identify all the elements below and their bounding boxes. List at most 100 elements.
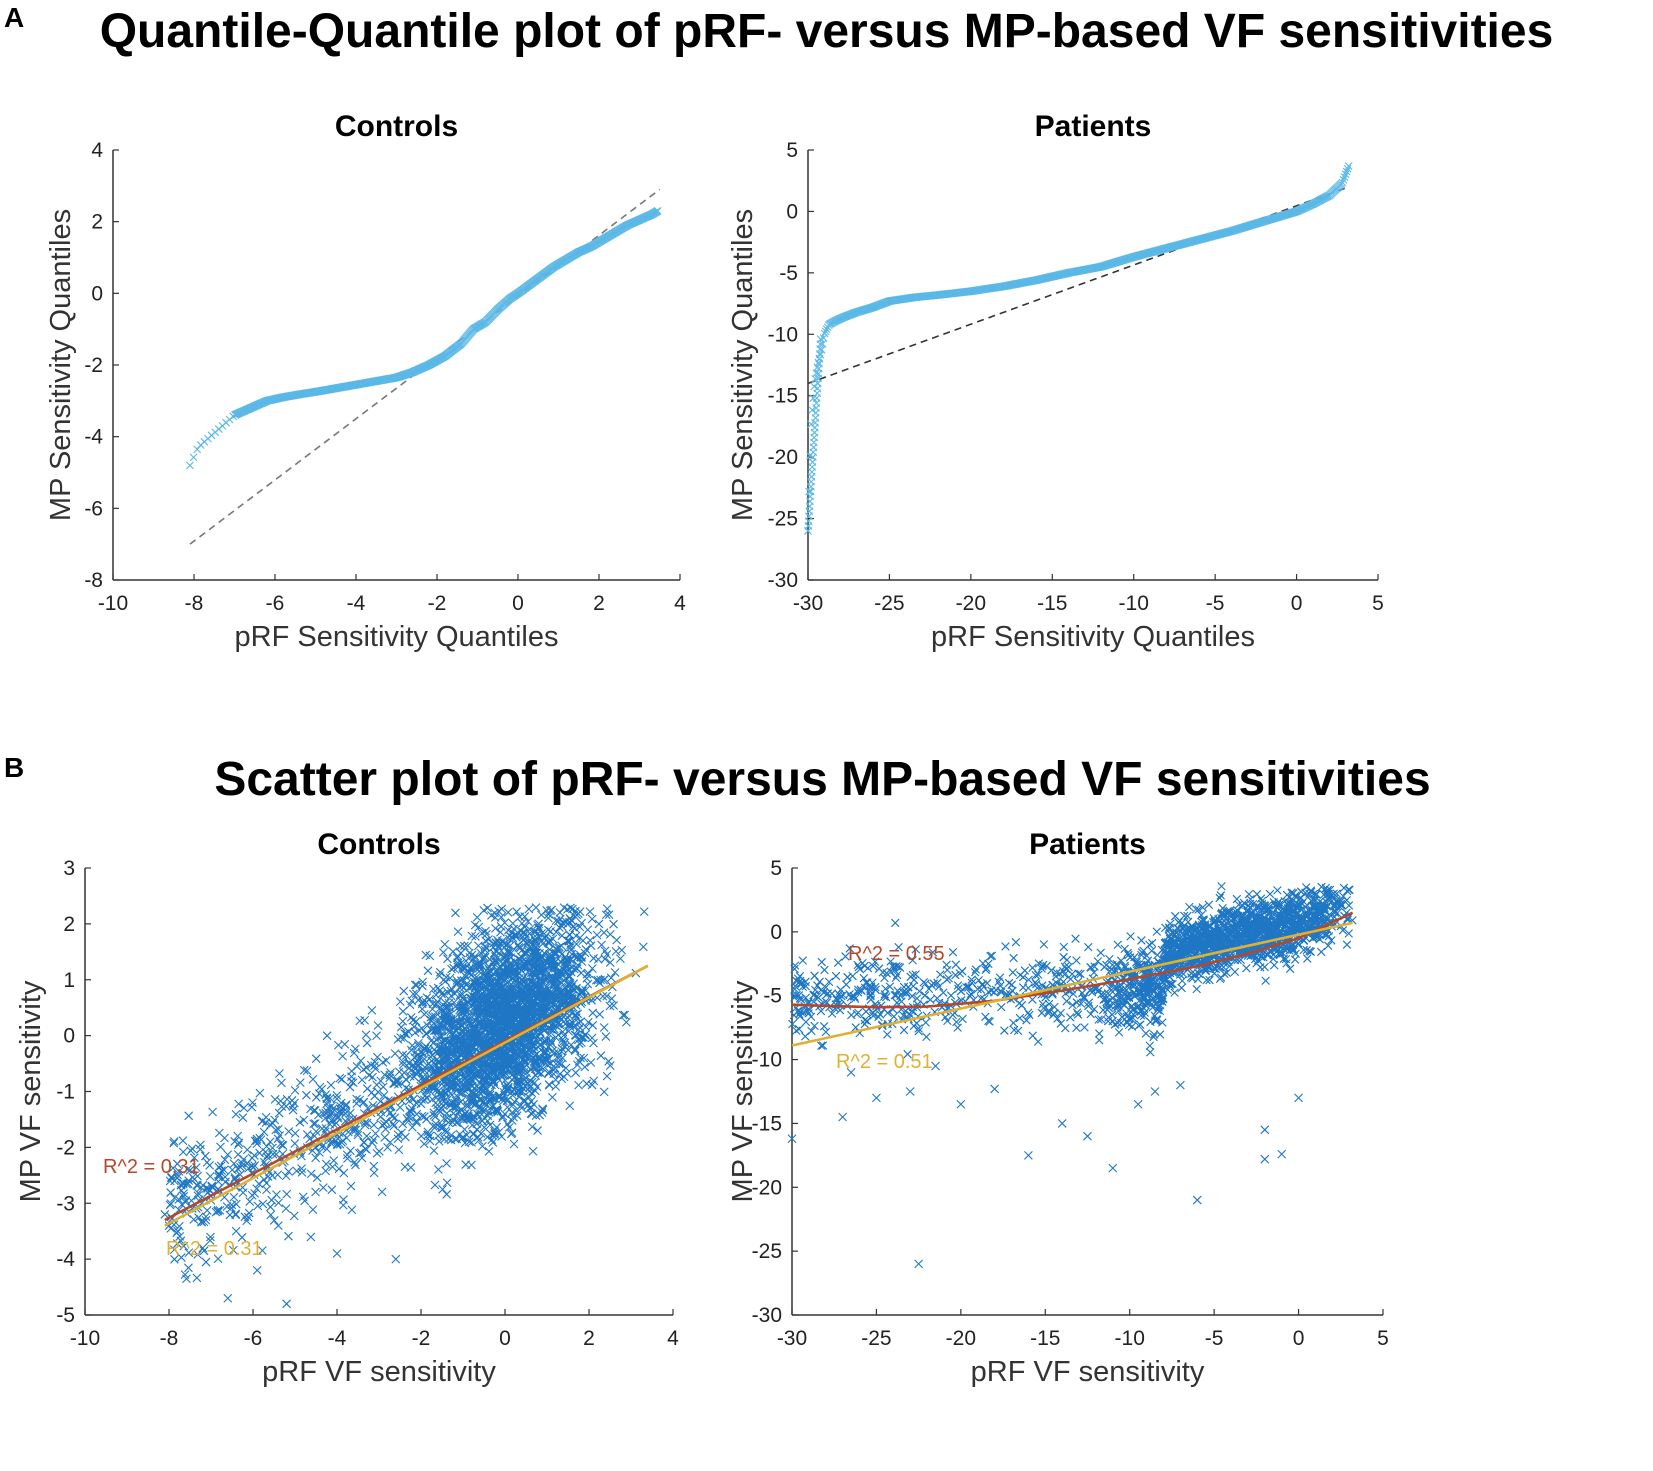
scatter-point bbox=[333, 1040, 343, 1050]
scatter-point bbox=[430, 1180, 440, 1190]
scatter-point bbox=[352, 1062, 362, 1071]
panel-b-letter: B bbox=[4, 752, 25, 783]
scatter-point bbox=[255, 1088, 265, 1098]
scatter-point bbox=[410, 980, 420, 990]
scatter-point bbox=[461, 1160, 471, 1169]
scatter-point bbox=[610, 968, 620, 977]
scatter-point bbox=[248, 1098, 257, 1107]
scatter-point bbox=[509, 1139, 519, 1149]
scatter-point bbox=[262, 1141, 272, 1151]
y-tick-label: 0 bbox=[770, 921, 782, 944]
y-tick-label: 2 bbox=[63, 913, 75, 936]
scatter-point bbox=[442, 1178, 452, 1188]
scatter-point bbox=[369, 1120, 379, 1130]
scatter-point bbox=[310, 1119, 320, 1128]
x-tick-label: 4 bbox=[667, 1327, 679, 1350]
scatter-point bbox=[567, 916, 577, 926]
scatter-point bbox=[273, 1221, 283, 1231]
panel-b-title: Scatter plot of pRF- versus MP-based VF … bbox=[214, 753, 1431, 806]
scatter-point bbox=[367, 1138, 377, 1148]
scatter-point bbox=[577, 918, 586, 928]
scatter-point bbox=[429, 1037, 439, 1047]
fit-annotation: R^2 = 0.31 bbox=[166, 1238, 263, 1260]
scatter-point bbox=[394, 1145, 404, 1155]
scatter-point bbox=[266, 1202, 275, 1212]
x-tick-label: -4 bbox=[347, 592, 366, 615]
scatter-point bbox=[369, 1168, 379, 1178]
x-tick-label: -4 bbox=[328, 1327, 347, 1350]
scatter-point bbox=[506, 1129, 516, 1139]
scatter-point bbox=[262, 1178, 271, 1188]
scatter-point bbox=[334, 1164, 344, 1174]
scatter-point bbox=[531, 903, 541, 912]
x-tick-label: -2 bbox=[428, 592, 447, 615]
scatter-point bbox=[429, 1146, 439, 1155]
quantile-point bbox=[189, 453, 198, 462]
scatter-point bbox=[282, 1299, 291, 1309]
y-tick-label: 2 bbox=[91, 211, 103, 234]
scatter-point bbox=[483, 903, 492, 913]
scatter-point bbox=[306, 1232, 316, 1242]
scatter-point bbox=[345, 1082, 355, 1092]
scatter-point bbox=[290, 1086, 300, 1095]
scatter-point bbox=[638, 942, 648, 952]
x-tick-label: -5 bbox=[1205, 1327, 1224, 1350]
scatter-point bbox=[329, 1156, 339, 1165]
scatter-point bbox=[374, 1146, 384, 1156]
y-axis-label: MP VF sensitivity bbox=[15, 980, 47, 1202]
scatter-point bbox=[403, 1027, 413, 1036]
scatter-point bbox=[448, 947, 458, 957]
panel-a-title: Quantile-Quantile plot of pRF- versus MP… bbox=[99, 5, 1554, 58]
chart-2: -30 -25 -20 -15 -10 -5 0 5-30-25-20-15-10-505Pa… bbox=[727, 110, 1384, 653]
chart-4: -30 -25 -20 -15 -10 -5 0 5-30-25-20-15-10-505Pa… bbox=[727, 828, 1389, 1388]
y-tick-label: 0 bbox=[63, 1025, 75, 1048]
scatter-point bbox=[592, 930, 602, 940]
x-tick-label: 5 bbox=[1377, 1327, 1389, 1350]
scatter-point bbox=[369, 1161, 379, 1171]
scatter-point bbox=[520, 912, 530, 921]
x-tick-label: -6 bbox=[244, 1327, 263, 1350]
scatter-point bbox=[247, 1190, 257, 1200]
scatter-point bbox=[357, 1075, 367, 1085]
scatter-point bbox=[406, 1012, 416, 1022]
scatter-point bbox=[586, 1058, 596, 1067]
x-tick-label: 0 bbox=[499, 1327, 511, 1350]
scatter-point bbox=[377, 1187, 387, 1197]
scatter-point bbox=[202, 1205, 212, 1215]
scatter-point bbox=[290, 1128, 300, 1138]
y-tick-label: -2 bbox=[84, 354, 103, 377]
scatter-point bbox=[166, 1188, 176, 1197]
scatter-point bbox=[491, 924, 500, 933]
scatter-point bbox=[599, 1023, 609, 1032]
scatter-point bbox=[273, 1170, 283, 1180]
scatter-point bbox=[356, 1056, 366, 1066]
scatter-point bbox=[360, 1144, 370, 1154]
scatter-point bbox=[372, 1080, 382, 1090]
scatter-point bbox=[536, 910, 546, 920]
scatter-point bbox=[609, 919, 618, 929]
scatter-point bbox=[468, 1129, 478, 1139]
scatter-point bbox=[231, 1209, 241, 1219]
scatter-point bbox=[214, 1128, 224, 1138]
y-tick-label: -30 bbox=[752, 1304, 782, 1327]
scatter-point bbox=[601, 1032, 611, 1041]
scatter-point bbox=[390, 1113, 400, 1123]
scatter-point bbox=[362, 1084, 372, 1094]
scatter-point bbox=[223, 1293, 233, 1303]
scatter-point bbox=[295, 1078, 305, 1088]
scatter-point bbox=[242, 1145, 252, 1155]
y-tick-label: -30 bbox=[768, 569, 798, 592]
scatter-point bbox=[387, 1112, 397, 1121]
scatter-point bbox=[399, 986, 409, 996]
chart-title: Controls bbox=[317, 828, 440, 861]
scatter-point bbox=[582, 1079, 592, 1089]
scatter-point bbox=[391, 1254, 401, 1264]
scatter-point bbox=[239, 1103, 249, 1113]
scatter-point bbox=[277, 1078, 286, 1088]
quantile-point bbox=[653, 207, 662, 215]
scatter-point bbox=[598, 991, 608, 1001]
x-tick-label: -30 bbox=[793, 592, 823, 615]
y-axis-label: MP Sensitivity Quantiles bbox=[727, 209, 759, 521]
scatter-point bbox=[339, 1195, 348, 1204]
